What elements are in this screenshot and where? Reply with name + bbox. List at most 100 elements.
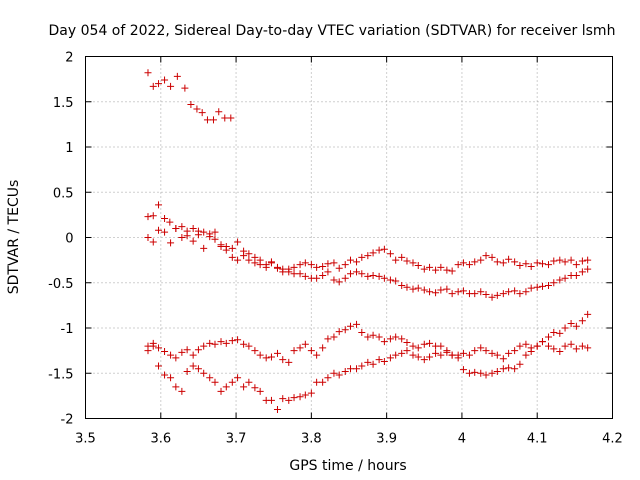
data-point: [432, 266, 440, 274]
data-point: [161, 76, 169, 84]
data-point: [217, 387, 225, 395]
data-point: [200, 369, 208, 377]
data-point: [358, 329, 366, 337]
data-point: [149, 238, 157, 246]
data-point: [375, 246, 383, 254]
y-tick-label: 1.5: [53, 96, 74, 111]
data-point: [522, 288, 530, 296]
data-point: [245, 256, 253, 264]
data-point: [167, 374, 175, 382]
data-point: [545, 281, 553, 289]
data-point: [353, 258, 361, 266]
data-point: [386, 250, 394, 258]
series-satellite-a: [144, 69, 235, 124]
data-point: [217, 338, 225, 346]
data-point: [550, 345, 558, 353]
data-point: [155, 226, 163, 234]
data-point: [511, 258, 519, 266]
data-point: [511, 287, 519, 295]
data-point: [240, 383, 248, 391]
data-point: [443, 266, 451, 274]
data-point: [499, 290, 507, 298]
x-axis-label: GPS time / hours: [289, 458, 406, 474]
data-point: [572, 272, 580, 280]
data-point: [386, 276, 394, 284]
data-point: [454, 354, 462, 362]
data-point: [144, 69, 152, 77]
data-point: [471, 258, 479, 266]
data-point: [522, 260, 530, 268]
data-point: [426, 288, 434, 296]
data-point: [251, 347, 259, 355]
data-point: [432, 349, 440, 357]
data-point: [290, 263, 298, 271]
data-point: [307, 389, 315, 397]
x-tick-label: 4.2: [602, 432, 623, 447]
data-point: [443, 285, 451, 293]
data-point: [228, 244, 236, 252]
data-point: [493, 367, 501, 375]
data-point: [319, 262, 327, 270]
data-point: [386, 335, 394, 343]
data-point: [375, 356, 383, 364]
data-point: [234, 336, 242, 344]
data-point: [324, 374, 332, 382]
data-point: [409, 342, 417, 350]
data-point: [556, 256, 564, 264]
data-point: [181, 84, 189, 92]
y-tick-label: 1: [65, 141, 73, 156]
data-point: [459, 259, 467, 267]
data-point: [313, 378, 321, 386]
data-point: [330, 259, 338, 267]
data-point: [522, 351, 530, 359]
data-point: [178, 223, 186, 231]
x-tick-label: 3.8: [301, 432, 322, 447]
x-tick-label: 3.7: [226, 432, 247, 447]
data-point: [347, 256, 355, 264]
data-point: [178, 387, 186, 395]
data-point: [172, 383, 180, 391]
data-point: [561, 258, 569, 266]
data-point: [189, 351, 197, 359]
data-point: [330, 333, 338, 341]
data-point: [414, 262, 422, 270]
data-point: [209, 116, 217, 124]
data-point: [167, 351, 175, 359]
data-point: [155, 201, 163, 209]
data-point: [386, 354, 394, 362]
data-point: [245, 378, 253, 386]
data-point: [488, 369, 496, 377]
data-point: [273, 264, 281, 272]
data-point: [493, 258, 501, 266]
data-point: [459, 366, 467, 374]
data-point: [392, 351, 400, 359]
data-point: [369, 272, 377, 280]
data-point: [273, 405, 281, 413]
data-point: [499, 355, 507, 363]
data-point: [448, 351, 456, 359]
data-point: [240, 340, 248, 348]
data-point: [516, 360, 524, 368]
data-point: [471, 290, 479, 298]
data-point: [578, 317, 586, 325]
data-point: [488, 293, 496, 301]
data-point: [392, 277, 400, 285]
data-point: [545, 333, 553, 341]
data-point: [155, 80, 163, 88]
data-point: [256, 351, 264, 359]
data-point: [222, 246, 230, 254]
data-point: [403, 347, 411, 355]
series-satellite-e: [144, 310, 592, 413]
data-point: [477, 256, 485, 264]
data-point: [358, 362, 366, 370]
data-point: [398, 281, 406, 289]
data-point: [211, 340, 219, 348]
data-point: [477, 344, 485, 352]
data-point: [369, 249, 377, 257]
data-point: [189, 237, 197, 245]
data-point: [144, 347, 152, 355]
data-point: [347, 270, 355, 278]
data-point: [273, 349, 281, 357]
data-point: [437, 351, 445, 359]
